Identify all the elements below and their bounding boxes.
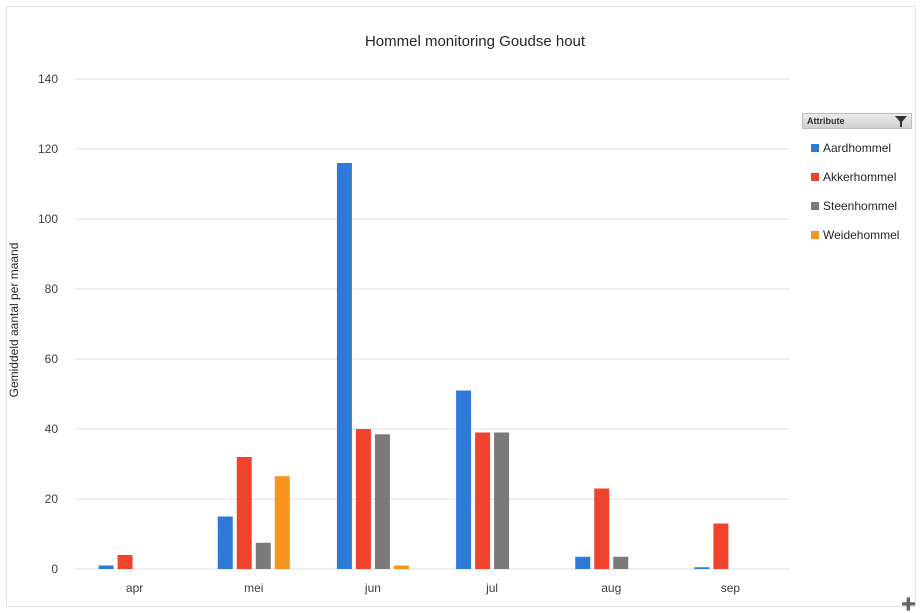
chart-title: Hommel monitoring Goudse hout — [365, 33, 586, 50]
y-axis-label: Gemiddeld aantal per maand — [7, 243, 21, 398]
y-tick-label: 80 — [45, 282, 59, 296]
legend-filter-header[interactable]: Attribute — [802, 113, 912, 129]
x-tick-label: mei — [244, 581, 263, 595]
x-tick-label: jul — [485, 581, 498, 595]
bar-akkerhommel-jul — [475, 432, 491, 569]
legend-title: Attribute — [807, 116, 845, 126]
bar-akkerhommel-sep — [713, 523, 729, 569]
bar-akkerhommel-mei — [236, 457, 252, 569]
y-tick-label: 0 — [51, 562, 58, 576]
legend-item-aardhommel[interactable]: Aardhommel — [811, 140, 899, 156]
bar-akkerhommel-aug — [594, 488, 610, 569]
grid-layer: 0 20 40 60 80 100 120 140 — [38, 72, 790, 576]
y-tick-label: 60 — [45, 352, 59, 366]
bar-akkerhommel-apr — [117, 555, 133, 569]
bar-steenhommel-jul — [494, 432, 510, 569]
legend: Aardhommel Akkerhommel Steenhommel Weidehom… — [811, 140, 899, 256]
bar-weidehommel-mei — [274, 476, 290, 569]
legend-item-akkerhommel[interactable]: Akkerhommel — [811, 169, 899, 185]
bar-aardhommel-sep — [694, 567, 710, 569]
y-tick-label: 100 — [38, 212, 58, 226]
bar-akkerhommel-jun — [355, 429, 371, 569]
x-tick-label: sep — [721, 581, 741, 595]
bars-layer — [98, 163, 729, 569]
legend-swatch — [811, 231, 819, 239]
filter-icon[interactable] — [895, 116, 907, 127]
y-tick-label: 20 — [45, 492, 59, 506]
legend-item-steenhommel[interactable]: Steenhommel — [811, 198, 899, 214]
y-tick-label: 40 — [45, 422, 59, 436]
legend-swatch — [811, 173, 819, 181]
bar-weidehommel-jun — [393, 565, 409, 569]
bar-steenhommel-aug — [613, 556, 629, 569]
legend-item-weidehommel[interactable]: Weidehommel — [811, 227, 899, 243]
bar-steenhommel-mei — [255, 542, 271, 569]
bar-steenhommel-jun — [374, 434, 390, 569]
bar-aardhommel-jun — [336, 163, 352, 569]
bar-aardhommel-apr — [98, 565, 114, 569]
resize-grip-icon[interactable]: ➕ — [901, 597, 916, 611]
legend-label: Aardhommel — [823, 141, 892, 155]
legend-swatch — [811, 144, 819, 152]
y-tick-label: 120 — [38, 142, 58, 156]
y-tick-label: 140 — [38, 72, 58, 86]
bar-aardhommel-mei — [217, 516, 233, 569]
x-tick-label: jun — [364, 581, 381, 595]
legend-label: Steenhommel — [823, 199, 898, 213]
x-tick-layer: apr mei jun jul aug sep — [126, 581, 740, 595]
legend-label: Akkerhommel — [823, 170, 897, 184]
x-tick-label: apr — [126, 581, 143, 595]
bar-aardhommel-aug — [575, 556, 591, 569]
bar-aardhommel-jul — [456, 390, 472, 569]
legend-label: Weidehommel — [823, 228, 900, 242]
x-tick-label: aug — [601, 581, 621, 595]
legend-swatch — [811, 202, 819, 210]
